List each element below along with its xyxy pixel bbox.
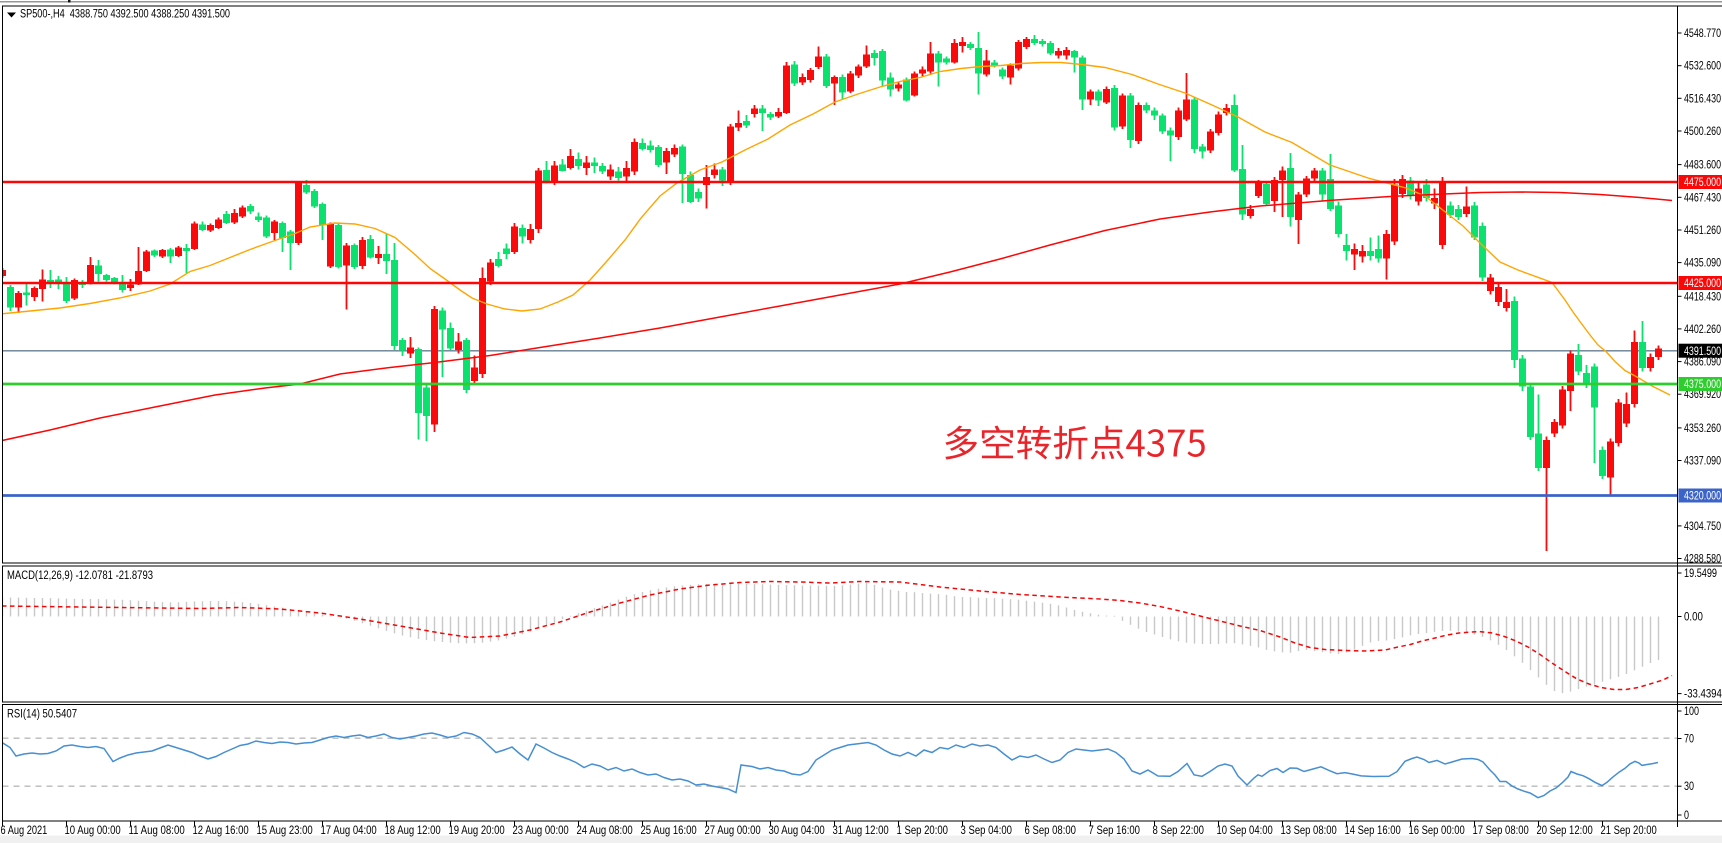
svg-text:4475.000: 4475.000 <box>1684 177 1721 189</box>
svg-text:4375.000: 4375.000 <box>1684 379 1721 391</box>
svg-text:10 Aug 00:00: 10 Aug 00:00 <box>65 825 121 837</box>
svg-text:31 Aug 12:00: 31 Aug 12:00 <box>833 825 889 837</box>
svg-text:SP500-,H4 4388.750 4392.500 4: SP500-,H4 4388.750 4392.500 4388.250 439… <box>20 9 230 21</box>
svg-text:17 Sep 08:00: 17 Sep 08:00 <box>1473 825 1529 837</box>
svg-text:4532.600: 4532.600 <box>1684 61 1721 73</box>
svg-text:1 Sep 20:00: 1 Sep 20:00 <box>897 825 949 837</box>
svg-text:25 Aug 16:00: 25 Aug 16:00 <box>641 825 697 837</box>
svg-text:4353.260: 4353.260 <box>1684 423 1721 435</box>
svg-text:11 Aug 08:00: 11 Aug 08:00 <box>129 825 185 837</box>
svg-text:4304.750: 4304.750 <box>1684 521 1721 533</box>
svg-text:17 Aug 04:00: 17 Aug 04:00 <box>321 825 377 837</box>
svg-text:12 Aug 16:00: 12 Aug 16:00 <box>193 825 249 837</box>
svg-text:4337.090: 4337.090 <box>1684 456 1721 468</box>
svg-text:24 Aug 08:00: 24 Aug 08:00 <box>577 825 633 837</box>
svg-text:4288.580: 4288.580 <box>1684 554 1721 566</box>
svg-text:4418.430: 4418.430 <box>1684 291 1721 303</box>
svg-text:27 Aug 00:00: 27 Aug 00:00 <box>705 825 761 837</box>
svg-text:10 Sep 04:00: 10 Sep 04:00 <box>1217 825 1273 837</box>
svg-text:100: 100 <box>1684 706 1699 718</box>
svg-text:6 Aug 2021: 6 Aug 2021 <box>1 825 48 837</box>
svg-text:0.00: 0.00 <box>1684 612 1703 624</box>
svg-text:70: 70 <box>1684 734 1694 746</box>
svg-text:4435.090: 4435.090 <box>1684 258 1721 270</box>
svg-text:4320.000: 4320.000 <box>1684 491 1721 503</box>
svg-text:8 Sep 22:00: 8 Sep 22:00 <box>1153 825 1205 837</box>
svg-text:18 Aug 12:00: 18 Aug 12:00 <box>385 825 441 837</box>
svg-text:4516.430: 4516.430 <box>1684 93 1721 105</box>
svg-text:4467.430: 4467.430 <box>1684 192 1721 204</box>
svg-text:0: 0 <box>1684 810 1689 822</box>
svg-text:RSI(14) 50.5407: RSI(14) 50.5407 <box>7 709 77 721</box>
svg-text:4386.090: 4386.090 <box>1684 357 1721 369</box>
svg-text:30: 30 <box>1684 781 1694 793</box>
svg-text:15 Aug 23:00: 15 Aug 23:00 <box>257 825 313 837</box>
svg-text:4548.770: 4548.770 <box>1684 28 1721 40</box>
svg-text:4369.920: 4369.920 <box>1684 389 1721 401</box>
svg-text:4500.260: 4500.260 <box>1684 126 1721 138</box>
svg-text:MACD(12,26,9) -12.0781 -21.879: MACD(12,26,9) -12.0781 -21.8793 <box>7 570 153 582</box>
svg-text:6 Sep 08:00: 6 Sep 08:00 <box>1025 825 1077 837</box>
svg-text:-33.4394: -33.4394 <box>1684 689 1722 701</box>
svg-text:20 Sep 12:00: 20 Sep 12:00 <box>1537 825 1593 837</box>
svg-text:3 Sep 04:00: 3 Sep 04:00 <box>961 825 1013 837</box>
svg-text:21 Sep 20:00: 21 Sep 20:00 <box>1601 825 1657 837</box>
svg-text:19.5499: 19.5499 <box>1684 568 1717 580</box>
svg-text:4402.260: 4402.260 <box>1684 324 1721 336</box>
svg-text:4483.600: 4483.600 <box>1684 160 1721 172</box>
svg-text:4451.260: 4451.260 <box>1684 225 1721 237</box>
svg-text:7 Sep 16:00: 7 Sep 16:00 <box>1089 825 1141 837</box>
svg-text:13 Sep 08:00: 13 Sep 08:00 <box>1281 825 1337 837</box>
svg-text:14 Sep 16:00: 14 Sep 16:00 <box>1345 825 1401 837</box>
svg-text:16 Sep 00:00: 16 Sep 00:00 <box>1409 825 1465 837</box>
svg-text:4391.500: 4391.500 <box>1684 346 1721 358</box>
svg-text:4425.000: 4425.000 <box>1684 278 1721 290</box>
svg-text:23 Aug 00:00: 23 Aug 00:00 <box>513 825 569 837</box>
svg-text:30 Aug 04:00: 30 Aug 04:00 <box>769 825 825 837</box>
svg-text:19 Aug 20:00: 19 Aug 20:00 <box>449 825 505 837</box>
